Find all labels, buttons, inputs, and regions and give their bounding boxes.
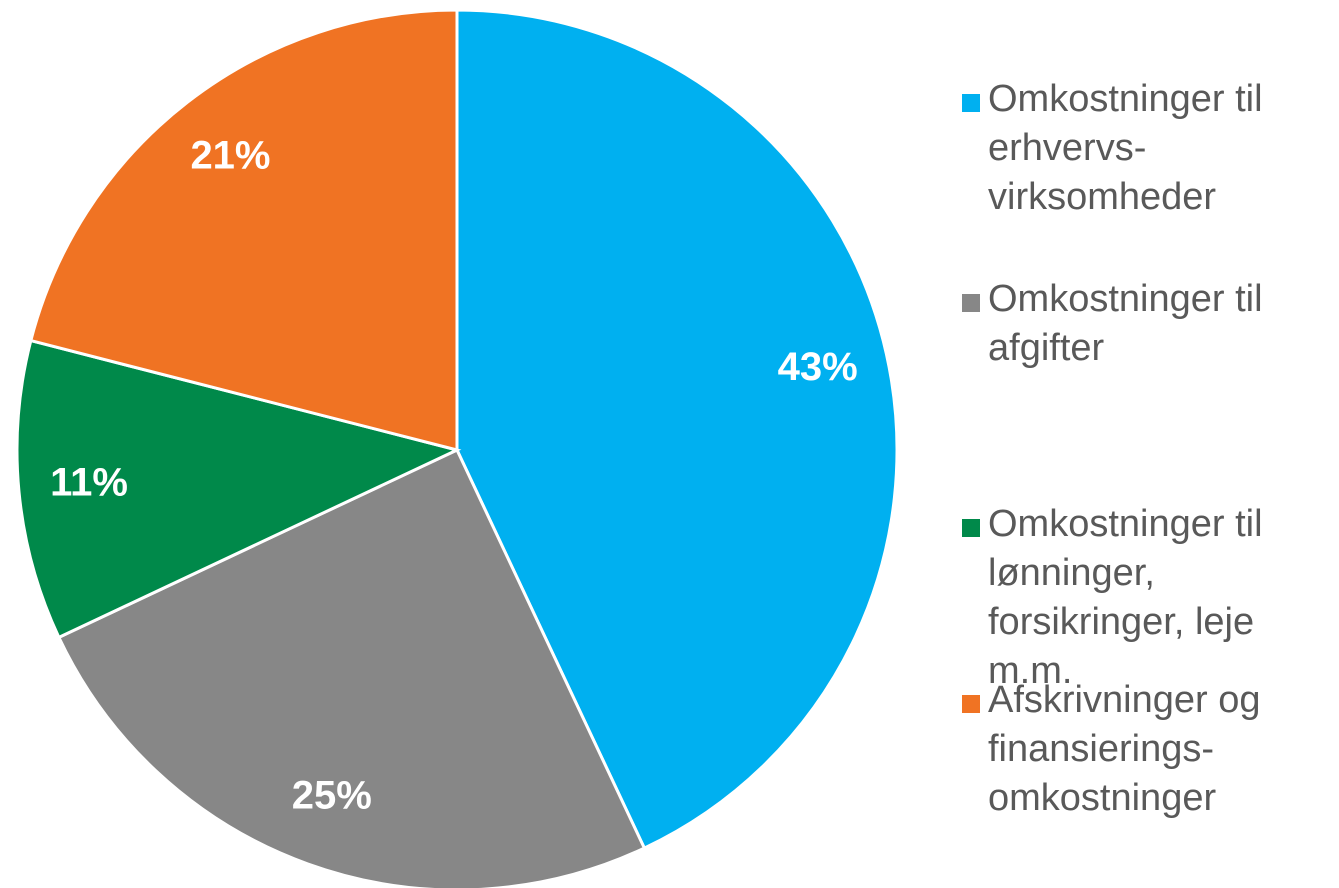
- pie-slice: [56, 448, 647, 888]
- legend-label: Omkostninger til erhvervs-virksomheder: [988, 78, 1263, 218]
- legend-item: Omkostninger til erhvervs-virksomheder: [962, 75, 1339, 222]
- data-label: 11%: [50, 460, 128, 504]
- pie-slice: [28, 8, 459, 452]
- legend-item: Afskrivninger og finansierings-omkostnin…: [962, 676, 1339, 823]
- legend-label: Omkostninger til afgifter: [988, 278, 1263, 369]
- legend-label: Afskrivninger og finansierings-omkostnin…: [988, 679, 1261, 819]
- legend-item: Omkostninger til lønninger, forsikringer…: [962, 500, 1339, 696]
- data-label: 43%: [778, 345, 858, 389]
- data-label: 25%: [292, 773, 372, 817]
- legend-item: Omkostninger til afgifter: [962, 275, 1339, 373]
- pie-slice: [455, 8, 899, 851]
- data-label: 21%: [190, 134, 270, 178]
- legend-swatch: [962, 695, 980, 713]
- pie-slice: [15, 338, 462, 640]
- legend-label: Omkostninger til lønninger, forsikringer…: [988, 503, 1263, 692]
- legend-swatch: [962, 94, 980, 112]
- pie-area: 43% 25% 11% 21%: [15, 8, 899, 888]
- legend-swatch: [962, 294, 980, 312]
- legend-swatch: [962, 519, 980, 537]
